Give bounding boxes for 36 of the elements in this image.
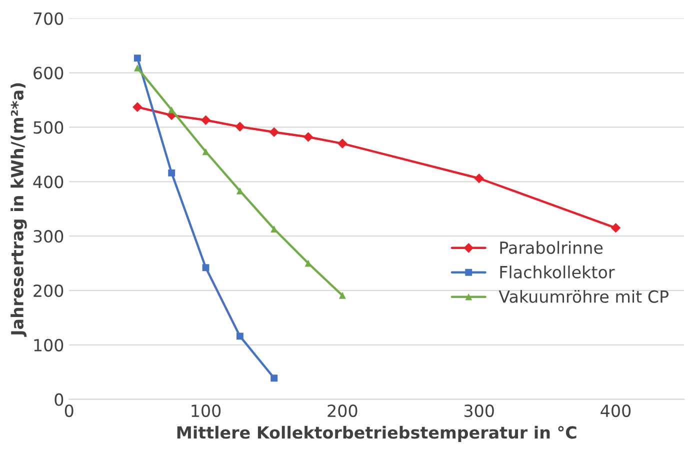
point xyxy=(338,292,346,299)
point xyxy=(235,122,245,132)
point xyxy=(236,187,244,194)
y-tick-label: 600 xyxy=(34,66,64,80)
point xyxy=(168,106,176,114)
point xyxy=(236,332,244,340)
point xyxy=(269,127,280,138)
x-tick-label: 300 xyxy=(464,404,494,418)
legend-label: Flachkollektor xyxy=(500,266,615,278)
x-tick-label: 0 xyxy=(64,404,74,418)
point xyxy=(610,222,621,233)
legend-label: Vakuumröhre mit CP xyxy=(498,290,669,303)
point xyxy=(338,138,348,148)
point xyxy=(303,132,314,142)
y-tick-label: 0 xyxy=(54,393,64,406)
y-tick-label: 700 xyxy=(34,12,64,25)
y-tick-label: 200 xyxy=(34,284,64,298)
y-tick-label: 500 xyxy=(34,121,64,134)
x-tick-label: 400 xyxy=(600,404,631,418)
y-axis-title: Jahresertrag in kWh/(m²*a) xyxy=(10,83,27,337)
point xyxy=(474,173,484,184)
point xyxy=(270,374,278,382)
point xyxy=(200,115,211,126)
point xyxy=(202,148,210,156)
point xyxy=(132,102,142,112)
x-tick-label: 100 xyxy=(192,404,221,418)
x-axis-title: Mittlere Kollektorbetriebstemperatur in °C xyxy=(177,426,576,442)
y-tick-label: 100 xyxy=(34,338,64,352)
point xyxy=(168,169,176,176)
point xyxy=(134,64,141,72)
point xyxy=(202,264,210,272)
y-tick-label: 400 xyxy=(33,176,64,188)
point xyxy=(134,54,141,62)
y-tick-label: 300 xyxy=(34,230,64,243)
x-tick-label: 200 xyxy=(328,404,358,418)
legend-label: Parabolrinne xyxy=(500,241,603,254)
